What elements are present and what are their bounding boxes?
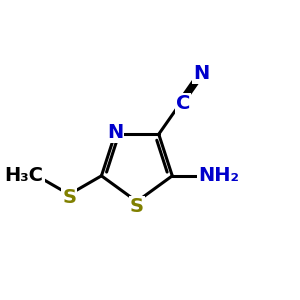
Text: S: S [130, 197, 144, 216]
Text: N: N [193, 64, 209, 83]
Text: S: S [62, 188, 76, 207]
Text: N: N [107, 123, 123, 142]
Text: NH₂: NH₂ [198, 166, 239, 185]
Text: H₃C: H₃C [4, 166, 44, 185]
Text: C: C [176, 94, 190, 113]
